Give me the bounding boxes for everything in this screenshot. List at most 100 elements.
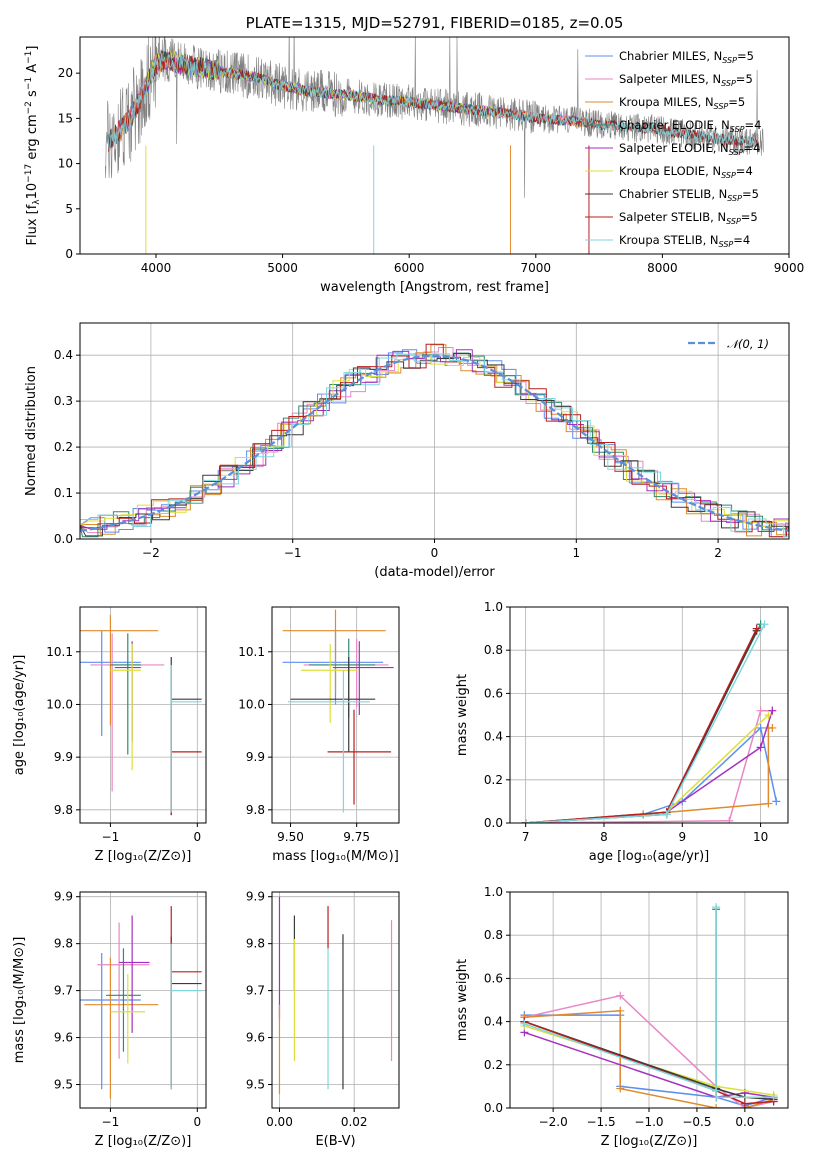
mass_vs_z-xtick-label: 0 <box>193 1115 201 1129</box>
mass_vs_ebv-plot-area <box>278 896 393 1094</box>
residuals-xlabel: (data-model)/error <box>374 565 495 580</box>
legend-n: = <box>742 187 752 201</box>
age_vs_z-xlabel: Z [log₁₀(Z/Z⊙)] <box>95 849 192 864</box>
mass_vs_z-xlabel: Z [log₁₀(Z/Z⊙)] <box>95 1134 192 1149</box>
spectrum-model-kroupa_stelib <box>107 52 758 152</box>
mass_weight_vs_age-marker-salpeter_stelib <box>752 624 761 633</box>
mass_weight_vs_z-line-chabrier_stelib <box>524 1020 774 1101</box>
mass_weight_vs_z-line-kroupa_miles <box>524 1009 774 1108</box>
mass_weight_vs_z-line-chabrier_miles <box>524 1014 774 1107</box>
mass_vs_z-ytick-label: 9.8 <box>54 937 73 951</box>
legend-sub: SSP <box>729 148 744 157</box>
residuals-xtick-label: −2 <box>142 546 160 560</box>
mass_weight_vs_age-xtick-label: 8 <box>600 830 608 844</box>
residuals-xtick-label: 0 <box>431 546 439 560</box>
mass_vs_ebv-xlabel: E(B-V) <box>315 1134 355 1149</box>
mass_weight_vs_z-ytick-label: 0.8 <box>484 928 503 942</box>
mass_weight_vs_z-xtick-label: −2.0 <box>539 1115 568 1129</box>
legend-gauss-label: 𝒩(0, 1) <box>727 337 769 351</box>
mass_weight_vs_age-marker-kroupa_elodie <box>764 711 773 719</box>
mass_weight_vs_age-ytick-label: 1.0 <box>484 600 503 614</box>
mass_vs_ebv-panel: 0.00 0.02 9.5 9.6 9.7 9.8 9.9 E(B-V) <box>246 890 400 1149</box>
age_vs_z-plot-area <box>80 614 202 816</box>
mass_weight_vs_z-xlabel: Z [log₁₀(Z/Z⊙)] <box>601 1134 698 1149</box>
residuals-plot-area <box>80 343 789 538</box>
mass_weight_vs_age-ytick-label: 0.4 <box>484 730 503 744</box>
legend-label-chabrier_elodie: Chabrier ELODIE, NSSP=4 <box>619 118 761 134</box>
mass_weight_vs_z-marker-kroupa_miles <box>616 1084 625 1093</box>
legend-n-value: 4 <box>743 233 750 247</box>
spectrum-xtick-label: 5000 <box>267 261 298 275</box>
hist-kroupa_stelib <box>80 353 789 538</box>
ylabel-part: λ <box>32 199 42 205</box>
mass_weight_vs_age-xtick-label: 10 <box>753 830 768 844</box>
spectrum-frame <box>79 36 790 255</box>
residuals-ylabel: Normed distribution <box>24 366 39 496</box>
spectrum-xtick-label: 4000 <box>141 261 172 275</box>
age_vs_mass-ytick-label: 9.8 <box>246 803 265 817</box>
mass_weight_vs_z-xtick-label: −0.5 <box>682 1115 711 1129</box>
mass_weight_vs_age-marker-salpeter_elodie <box>756 743 765 752</box>
spectrum-ytick-label: 20 <box>58 66 73 80</box>
mass_weight_vs_z-marker-kroupa_stelib <box>769 1093 778 1102</box>
spectrum-ytick-label: 0 <box>65 247 73 261</box>
legend-n: = <box>733 233 743 247</box>
legend-sub: SSP <box>727 194 742 203</box>
legend-text: Salpeter STELIB, N <box>619 210 726 224</box>
spectrum-xtick-label: 9000 <box>774 261 805 275</box>
mass_vs_z-panel: −1 0 9.5 9.6 9.7 9.8 9.9 Z [log₁₀(Z/Z⊙)] mass [l… <box>12 890 207 1149</box>
mass_weight_vs_z-ylabel: mass weight <box>455 959 470 1041</box>
mass_weight_vs_z-marker-kroupa_miles <box>712 1104 721 1108</box>
age_vs_z-xtick-label: 0 <box>193 830 201 844</box>
legend-label-kroupa_miles: Kroupa MILES, NSSP=5 <box>619 95 745 111</box>
mass_vs_ebv-ytick-label: 9.5 <box>246 1078 265 1092</box>
ylabel-part: ] <box>25 46 40 51</box>
legend-n: = <box>728 95 738 109</box>
legend-n: = <box>736 164 746 178</box>
ylabel-part: −1 <box>24 77 34 90</box>
chart-title: PLATE=1315, MJD=52791, FIBERID=0185, z=0… <box>246 14 624 32</box>
mass_vs_z-ytick-label: 9.6 <box>54 1031 73 1045</box>
mass_weight_vs_age-marker-kroupa_miles <box>768 723 777 732</box>
mass_weight_vs_age-line-salpeter_miles <box>525 709 773 823</box>
legend-label-salpeter_miles: Salpeter MILES, NSSP=5 <box>619 72 753 88</box>
legend-label-salpeter_stelib: Salpeter STELIB, NSSP=5 <box>619 210 758 226</box>
age_vs_mass-plot-area <box>282 609 394 813</box>
ylabel-part: s <box>25 90 40 101</box>
legend-text: Salpeter ELODIE, N <box>619 141 729 155</box>
spectrum-panel: 4000 5000 6000 7000 8000 9000 0 5 10 15 20 waveleng… <box>24 14 805 295</box>
mass_weight_vs_z-xtick-label: −1.0 <box>634 1115 663 1129</box>
ylabel-part: 10 <box>25 183 40 200</box>
mass_weight_vs_age-panel: 7 8 9 10 0.0 0.2 0.4 0.6 0.8 1.0 age [log₁₀(age/yr… <box>455 600 789 864</box>
age_vs_mass-xlabel: mass [log₁₀(M/M⊙)] <box>272 849 399 864</box>
mass_weight_vs_age-line-chabrier_miles <box>525 726 778 823</box>
spectrum-ytick-label: 5 <box>65 202 73 216</box>
mass_vs_z-ylabel: mass [log₁₀(M/M⊙)] <box>12 937 27 1064</box>
mass_weight_vs_age-marker-kroupa_miles <box>764 799 773 808</box>
legend-n: = <box>745 118 755 132</box>
legend-sub: SSP <box>721 171 736 180</box>
residuals-panel: −2 −1 0 1 2 0.0 0.1 0.2 0.3 0.4 (data-model)/error… <box>24 322 790 580</box>
legend-sub: SSP <box>726 217 741 226</box>
mass_weight_vs_age-ylabel: mass weight <box>455 674 470 756</box>
legend-label-salpeter_elodie: Salpeter ELODIE, NSSP=4 <box>619 141 760 157</box>
mass_weight_vs_z-xtick-label: 0.0 <box>735 1115 754 1129</box>
mass_weight_vs_z-ytick-label: 0.2 <box>484 1058 503 1072</box>
spectrum-plot-area <box>105 37 764 254</box>
mass_vs_z-xtick-label: −1 <box>102 1115 120 1129</box>
residuals-ytick-label: 0.0 <box>54 532 73 546</box>
mass_weight_vs_z-line-salpeter_elodie <box>524 1031 774 1098</box>
legend-n: = <box>743 141 753 155</box>
residuals-xtick-label: −1 <box>284 546 302 560</box>
age_vs_z-ytick-label: 10.0 <box>46 697 73 711</box>
mass_weight_vs_z-ytick-label: 0.4 <box>484 1015 503 1029</box>
mass_weight_vs_z-marker-kroupa_miles <box>616 1006 625 1015</box>
mass_weight_vs_z-panel: −2.0 −1.5 −1.0 −0.5 0.0 0.0 0.2 0.4 0.6 0.8 1.0 Z [… <box>455 885 789 1149</box>
mass_vs_z-ytick-label: 9.7 <box>54 984 73 998</box>
legend-text: Chabrier ELODIE, N <box>619 118 730 132</box>
mass_weight_vs_age-frame <box>509 606 789 824</box>
legend-text: Kroupa STELIB, N <box>619 233 719 247</box>
mass_vs_ebv-grid <box>272 892 399 1108</box>
mass_vs_z-ytick-label: 9.9 <box>54 890 73 904</box>
